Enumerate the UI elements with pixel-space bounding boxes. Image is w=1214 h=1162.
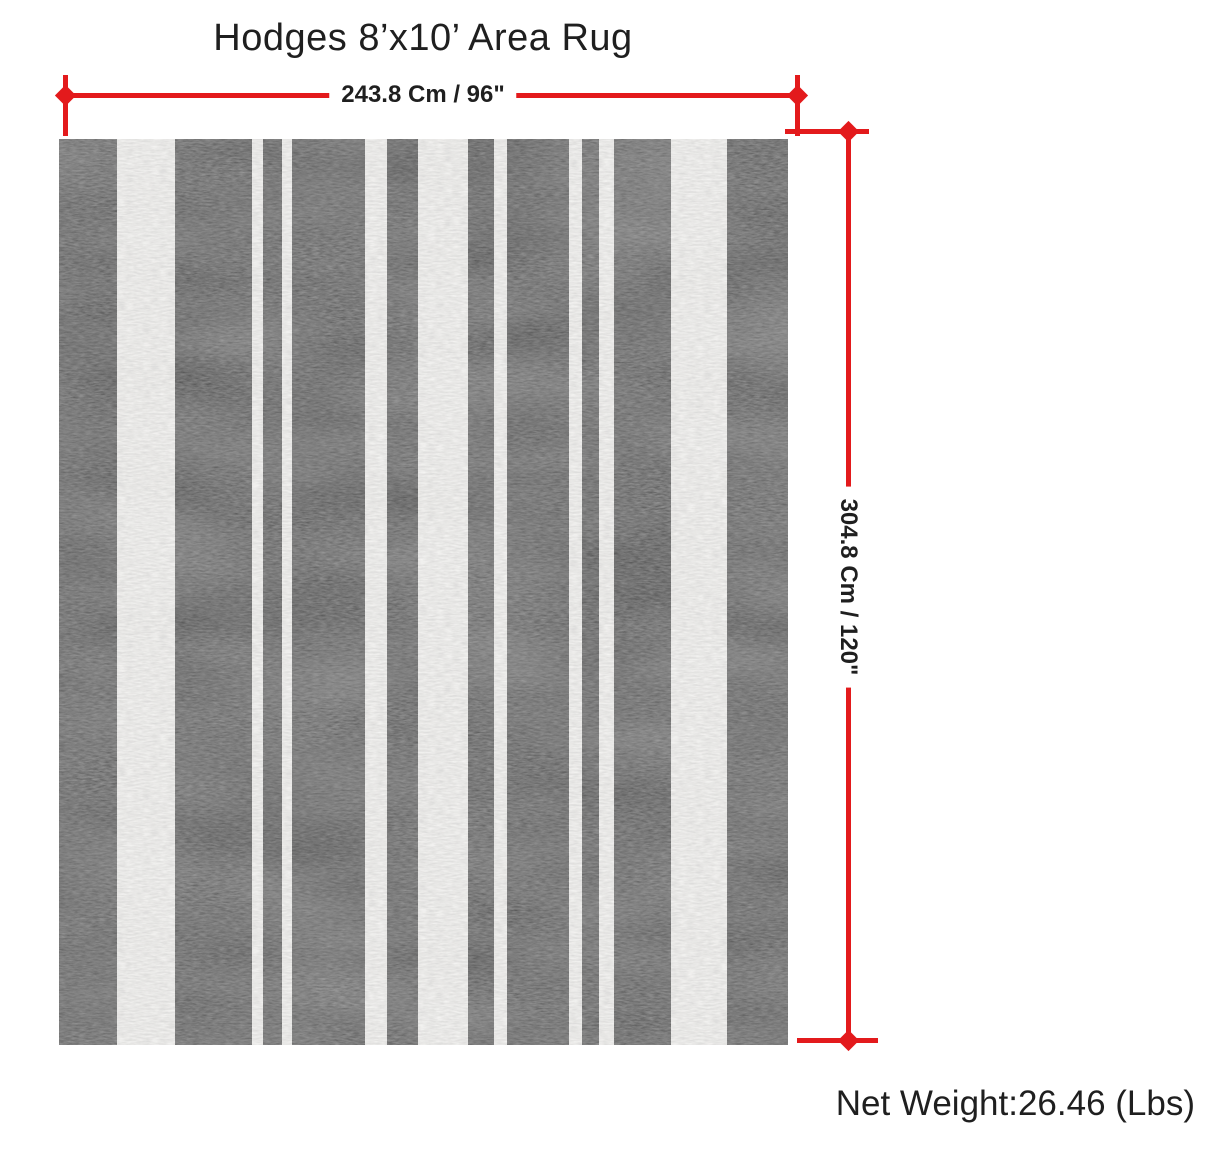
dimension-endpoint-diamond-icon	[54, 84, 77, 107]
rug-stripe-black	[727, 139, 788, 1045]
product-title: Hodges 8’x10’ Area Rug	[213, 17, 633, 59]
width-dimension-label: 243.8 Cm / 96"	[329, 79, 517, 111]
height-dimension-top-tick	[785, 129, 869, 134]
rug-stripe-black	[468, 139, 494, 1045]
rug-stripes	[59, 139, 788, 1045]
rug-stripe-black	[292, 139, 365, 1045]
rug-stripe-black	[263, 139, 282, 1045]
dimension-endpoint-diamond-icon	[786, 84, 809, 107]
dimension-endpoint-diamond-icon	[837, 1029, 860, 1052]
rug-stripe-white	[569, 139, 582, 1045]
height-dimension-bottom-tick	[797, 1038, 878, 1043]
rug-stripe-black	[387, 139, 418, 1045]
rug-stripe-white	[252, 139, 263, 1045]
rug-stripe-white	[671, 139, 727, 1045]
rug-stripe-white	[599, 139, 614, 1045]
rug-stripe-black	[59, 139, 117, 1045]
rug-stripe-white	[365, 139, 387, 1045]
rug-stripe-black	[614, 139, 671, 1045]
rug-image	[59, 139, 788, 1045]
rug-stripe-black	[582, 139, 599, 1045]
rug-stripe-black	[507, 139, 569, 1045]
rug-stripe-white	[282, 139, 292, 1045]
rug-stripe-white	[494, 139, 507, 1045]
rug-stripe-black	[175, 139, 252, 1045]
rug-stripe-white	[418, 139, 468, 1045]
net-weight-label: Net Weight:26.46 (Lbs)	[835, 1084, 1195, 1123]
rug-stripe-white	[117, 139, 175, 1045]
height-dimension-label: 304.8 Cm / 120"	[832, 486, 864, 688]
dimension-endpoint-diamond-icon	[837, 120, 860, 143]
